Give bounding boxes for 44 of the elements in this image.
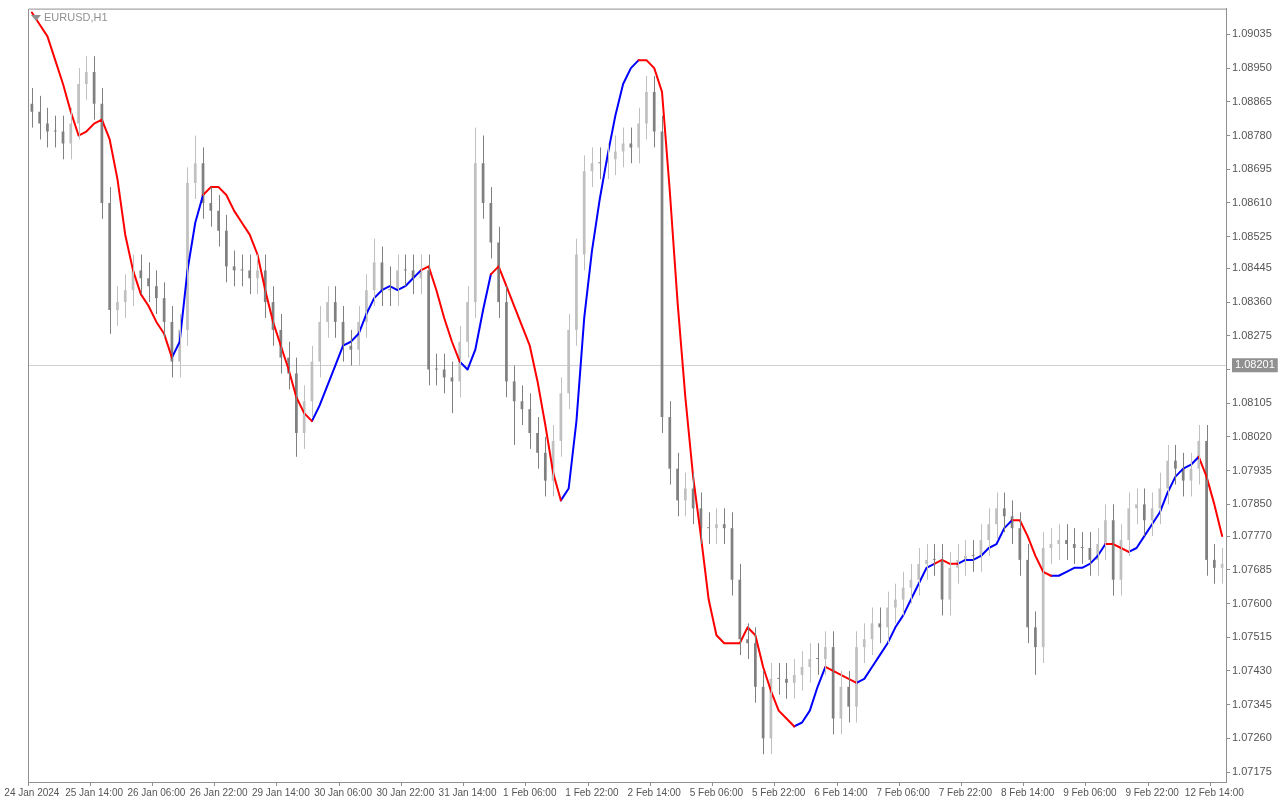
x-tick-label: 25 Jan 14:00 bbox=[65, 786, 124, 798]
x-tick-label: 5 Feb 22:00 bbox=[752, 786, 806, 798]
y-tick-label: 1.08105 bbox=[1232, 396, 1272, 409]
y-tick-label: 1.07935 bbox=[1232, 463, 1272, 476]
y-tick-label: 1.09035 bbox=[1232, 27, 1272, 40]
y-tick-label: 1.07430 bbox=[1232, 663, 1272, 676]
y-tick-label: 1.08445 bbox=[1232, 261, 1272, 274]
x-tick-label: 30 Jan 22:00 bbox=[376, 786, 435, 798]
x-tick-label: 9 Feb 06:00 bbox=[1063, 786, 1117, 798]
x-tick-label: 7 Feb 22:00 bbox=[938, 786, 993, 798]
chart-title: EURUSD,H1 bbox=[44, 10, 108, 23]
x-tick-label: 1 Feb 22:00 bbox=[565, 786, 620, 798]
y-tick-label: 1.07685 bbox=[1232, 562, 1272, 575]
y-tick-label: 1.08950 bbox=[1232, 61, 1272, 74]
x-tick-label: 30 Jan 06:00 bbox=[314, 786, 373, 798]
x-tick-label: 7 Feb 06:00 bbox=[876, 786, 931, 798]
y-tick-label: 1.08020 bbox=[1232, 429, 1272, 442]
x-tick-label: 5 Feb 06:00 bbox=[689, 786, 744, 798]
x-tick-label: 26 Jan 22:00 bbox=[189, 786, 248, 798]
x-tick-label: 24 Jan 2024 bbox=[4, 786, 60, 798]
y-tick-label: 1.08275 bbox=[1232, 328, 1272, 341]
y-tick-label: 1.07850 bbox=[1232, 497, 1272, 510]
x-tick-label: 6 Feb 14:00 bbox=[814, 786, 869, 798]
x-tick-label: 12 Feb 14:00 bbox=[1184, 786, 1245, 798]
y-tick-label: 1.07515 bbox=[1232, 630, 1272, 643]
y-tick-label: 1.07175 bbox=[1232, 765, 1272, 778]
y-tick-label: 1.07770 bbox=[1232, 529, 1272, 542]
y-tick-label: 1.08525 bbox=[1232, 229, 1272, 242]
x-tick-label: 2 Feb 14:00 bbox=[627, 786, 682, 798]
y-tick-label: 1.07260 bbox=[1232, 731, 1272, 744]
x-tick-label: 29 Jan 14:00 bbox=[251, 786, 311, 798]
x-tick-label: 9 Feb 22:00 bbox=[1125, 786, 1180, 798]
y-tick-label: 1.07345 bbox=[1232, 697, 1272, 710]
y-tick-label: 1.08780 bbox=[1232, 128, 1272, 141]
y-tick-label: 1.07600 bbox=[1232, 596, 1272, 609]
ref-line-label: 1.08201 bbox=[1235, 358, 1275, 371]
x-tick-label: 31 Jan 14:00 bbox=[438, 786, 497, 798]
x-tick-label: 1 Feb 06:00 bbox=[503, 786, 557, 798]
x-tick-label: 26 Jan 06:00 bbox=[127, 786, 186, 798]
x-tick-label: 8 Feb 14:00 bbox=[1000, 786, 1055, 798]
y-tick-label: 1.08610 bbox=[1232, 195, 1272, 208]
y-tick-label: 1.08360 bbox=[1232, 295, 1272, 308]
y-tick-label: 1.08865 bbox=[1232, 94, 1272, 107]
y-tick-label: 1.08695 bbox=[1232, 162, 1272, 175]
